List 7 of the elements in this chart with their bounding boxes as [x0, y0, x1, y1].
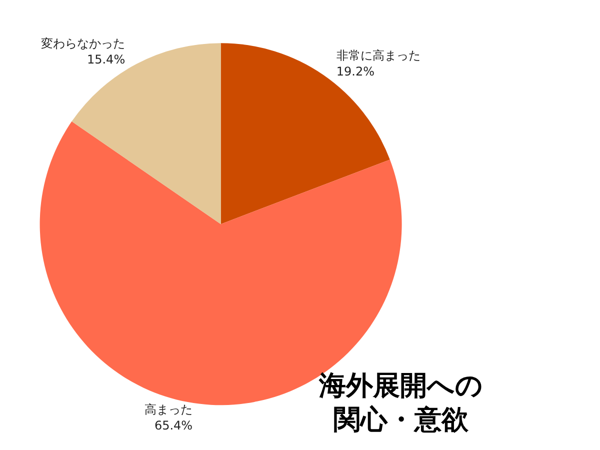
data-label: 19.2% — [336, 64, 375, 79]
slice-label: 変わらなかった — [41, 36, 126, 50]
slice-label: 高まった — [144, 402, 193, 417]
slice-label: 非常に高まった — [336, 48, 420, 63]
text: 海外展開への関心・意欲 — [318, 370, 483, 436]
data-label: 15.4% — [86, 52, 126, 66]
data-label: 65.4% — [154, 418, 193, 433]
